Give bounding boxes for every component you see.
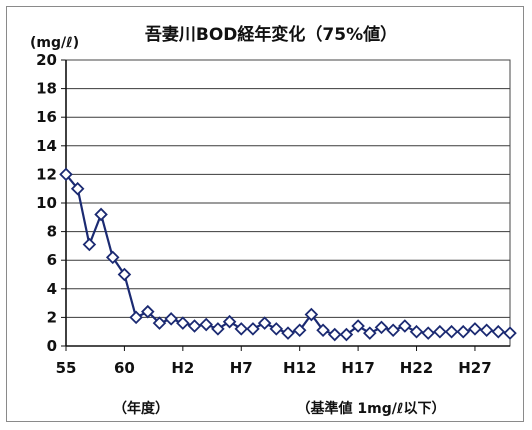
data-point-marker — [444, 324, 459, 339]
data-point-marker — [421, 326, 435, 340]
data-point-marker — [257, 316, 272, 330]
data-point-marker — [234, 322, 249, 336]
data-point-marker — [386, 323, 400, 338]
data-point-marker — [59, 167, 73, 182]
data-point-marker — [503, 326, 517, 340]
x-tick-label: H27 — [458, 359, 491, 377]
y-tick-label: 18 — [36, 80, 57, 98]
y-tick-label: 20 — [36, 51, 57, 69]
data-point-marker — [398, 319, 412, 333]
axis-layer: 0 2 4 6 8 10 12 14 16 18 20 55 60 H2 H7 H12 H17 H22 H27 — [36, 51, 511, 377]
y-tick-label: 16 — [36, 108, 57, 126]
data-point-marker — [491, 324, 506, 339]
y-tick-label: 14 — [36, 137, 57, 155]
data-point-marker — [409, 324, 424, 339]
y-axis-unit-label: (mg/ℓ) — [30, 35, 79, 51]
data-point-marker — [222, 314, 237, 329]
data-point-marker — [70, 181, 85, 196]
data-point-marker — [304, 307, 319, 322]
y-tick-label: 2 — [47, 308, 57, 326]
bod-line-chart: 吾妻川BOD経年変化（75%値） (mg/ℓ) （年度） （基準値 1mg/ℓ以… — [30, 24, 517, 417]
x-tick-label: 60 — [114, 359, 135, 377]
chart-title: 吾妻川BOD経年変化（75%値） — [145, 24, 397, 45]
x-tick-label: H17 — [341, 359, 374, 377]
y-tick-label: 6 — [47, 251, 57, 269]
series-line — [65, 173, 511, 336]
data-point-marker — [479, 323, 494, 338]
series-layer — [59, 167, 517, 342]
x-tick-label: H7 — [230, 359, 253, 377]
data-point-marker — [141, 304, 155, 319]
y-tick-label: 4 — [47, 280, 57, 298]
chart-frame: 吾妻川BOD経年変化（75%値） (mg/ℓ) （年度） （基準値 1mg/ℓ以… — [6, 6, 524, 422]
x-tick-label: H22 — [400, 359, 433, 377]
x-tick-label: H12 — [283, 359, 316, 377]
x-tick-label: 55 — [56, 359, 77, 377]
data-point-marker — [246, 322, 260, 336]
data-point-marker — [82, 237, 97, 252]
data-point-marker — [433, 324, 447, 339]
y-tick-label: 8 — [47, 223, 57, 241]
data-point-marker — [468, 322, 482, 336]
data-point-marker — [94, 207, 108, 222]
data-point-marker — [152, 316, 167, 330]
data-point-marker — [281, 326, 295, 340]
data-point-marker — [176, 316, 190, 330]
grid-layer — [66, 59, 510, 318]
data-point-marker — [339, 327, 354, 342]
data-point-marker — [363, 326, 377, 340]
data-point-marker — [117, 267, 132, 282]
data-point-marker — [327, 327, 342, 342]
x-tick-label: H2 — [171, 359, 194, 377]
data-point-marker — [456, 324, 471, 339]
data-point-marker — [129, 310, 143, 325]
y-tick-label: 12 — [36, 165, 57, 183]
data-point-marker — [211, 322, 225, 336]
data-point-marker — [199, 317, 213, 332]
data-point-marker — [374, 320, 389, 335]
standard-value-note: （基準値 1mg/ℓ以下） — [297, 400, 446, 417]
data-point-marker — [351, 319, 365, 333]
data-point-marker — [164, 312, 178, 326]
data-point-marker — [292, 323, 307, 338]
x-axis-label: （年度） — [113, 400, 169, 417]
data-point-marker — [316, 323, 330, 338]
data-point-marker — [105, 250, 120, 265]
data-point-marker — [187, 319, 202, 333]
data-point-marker — [269, 322, 284, 336]
y-tick-label: 0 — [47, 337, 57, 355]
y-tick-label: 10 — [36, 194, 57, 212]
